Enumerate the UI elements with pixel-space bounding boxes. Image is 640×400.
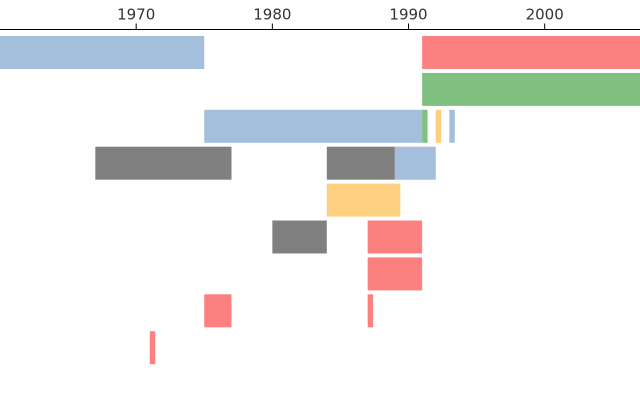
timeline-bar [204,109,423,143]
timeline-bar [435,109,442,143]
timeline-bar [326,146,395,180]
timeline-bar [326,183,401,217]
timeline-bar [394,146,436,180]
x-tick-label: 1980 [253,6,291,24]
timeline-bar [0,36,205,69]
timeline-bar [95,146,232,180]
timeline-bar [367,257,423,291]
timeline-bar [449,109,455,143]
timeline-bar [204,294,232,328]
timeline-bar [149,331,156,365]
timeline-bar [272,220,327,254]
x-tick-label: 1990 [389,6,427,24]
bars-group [0,36,640,365]
timeline-bar [367,294,374,328]
x-tick-label: 2000 [526,6,564,24]
timeline-bar [422,109,428,143]
timeline-bar [367,220,423,254]
timeline-bar [422,72,640,106]
x-tick-label: 1970 [117,6,155,24]
timeline-bar [422,36,640,69]
x-axis: 1970 1980 1990 2000 [0,6,640,30]
